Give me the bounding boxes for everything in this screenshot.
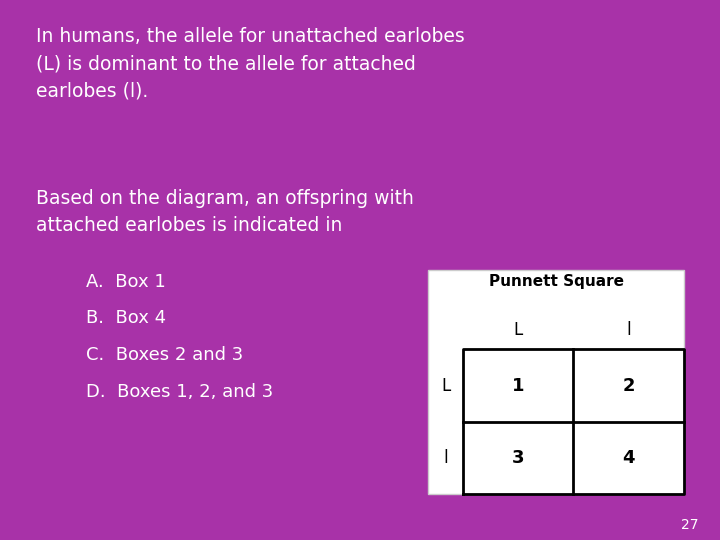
Text: Punnett Square: Punnett Square <box>489 274 624 289</box>
Text: D.  Boxes 1, 2, and 3: D. Boxes 1, 2, and 3 <box>86 383 274 401</box>
Text: 1: 1 <box>512 376 524 395</box>
Text: 3: 3 <box>512 449 524 467</box>
Text: l: l <box>626 321 631 339</box>
Text: L: L <box>513 321 523 339</box>
Text: A.  Box 1: A. Box 1 <box>86 273 166 291</box>
Text: 2: 2 <box>623 376 635 395</box>
Text: 4: 4 <box>623 449 635 467</box>
Text: L: L <box>441 376 450 395</box>
Text: C.  Boxes 2 and 3: C. Boxes 2 and 3 <box>86 346 243 364</box>
Text: B.  Box 4: B. Box 4 <box>86 309 166 327</box>
FancyBboxPatch shape <box>428 270 684 494</box>
Text: l: l <box>444 449 448 467</box>
Text: Based on the diagram, an offspring with
attached earlobes is indicated in: Based on the diagram, an offspring with … <box>36 189 414 235</box>
Text: 27: 27 <box>681 518 698 532</box>
Text: In humans, the allele for unattached earlobes
(L) is dominant to the allele for : In humans, the allele for unattached ear… <box>36 27 464 100</box>
